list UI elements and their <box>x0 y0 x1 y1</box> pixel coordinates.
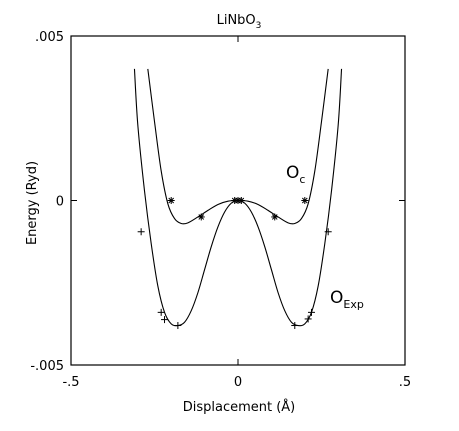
series-label-oc: Oc <box>286 163 305 186</box>
asterisk-marker <box>271 213 279 221</box>
asterisk-marker <box>301 197 309 204</box>
series-line-1 <box>133 68 343 327</box>
chart-title: LiNbO3 <box>217 13 262 31</box>
plus-marker <box>174 322 182 330</box>
asterisk-marker <box>197 213 205 221</box>
plus-marker <box>161 316 169 324</box>
x-tick-label: -.5 <box>62 375 79 390</box>
plus-marker <box>324 228 332 236</box>
y-tick-label: 0 <box>56 195 64 210</box>
plus-marker <box>137 228 145 236</box>
plus-marker <box>304 315 312 323</box>
y-tick-label: .005 <box>35 30 64 45</box>
x-tick-label: 0 <box>234 375 242 390</box>
plus-marker <box>157 308 165 316</box>
y-axis-label: Energy (Ryd) <box>25 161 40 245</box>
series-label-oexp: OExp <box>330 288 364 311</box>
y-tick-label: -.005 <box>30 359 64 374</box>
asterisk-marker <box>167 197 175 204</box>
plus-marker <box>291 322 299 330</box>
x-axis-label: Displacement (Å) <box>183 399 296 415</box>
x-tick-label: .5 <box>399 375 411 390</box>
plot-area <box>70 35 406 366</box>
plus-marker <box>307 308 315 316</box>
axis-ticks: -.5 0 .5 .005 0 -.005 <box>30 30 411 390</box>
